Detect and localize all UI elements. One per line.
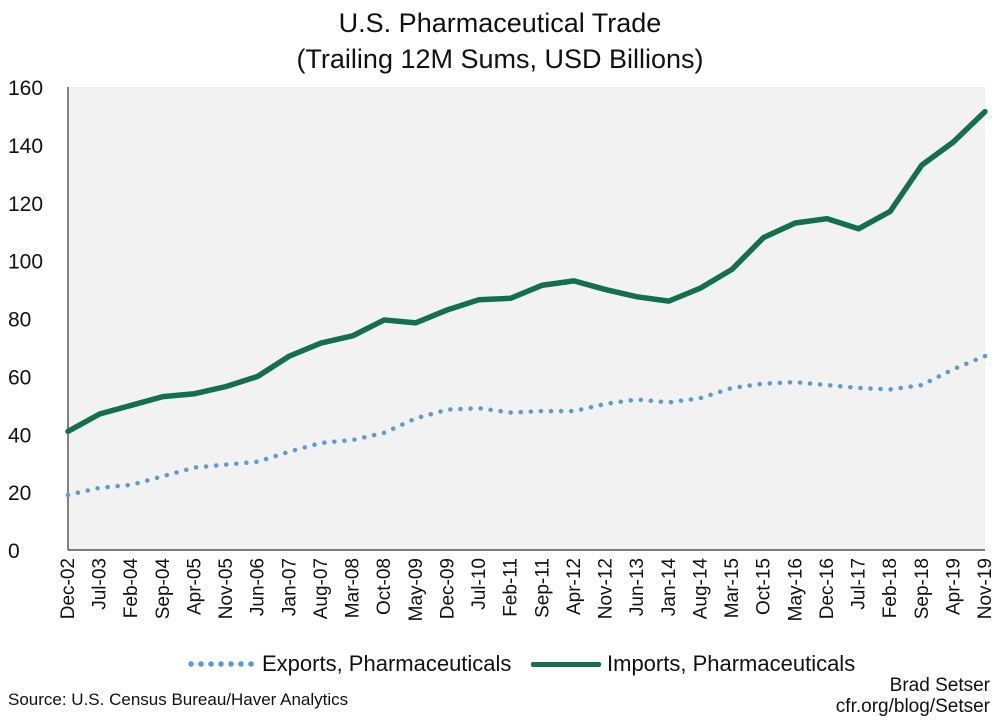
x-tick-label: Apr-05 [184,558,205,615]
y-tick-label: 0 [8,540,20,563]
legend-item-imports: Imports, Pharmaceuticals [531,651,855,677]
x-tick-label: Mar-15 [722,558,743,618]
series-line-imports [65,108,988,435]
x-tick-label: Jan-14 [659,558,680,617]
x-tick-label: Jul-10 [469,558,490,610]
y-tick-label: 40 [8,424,31,447]
x-tick-label: Nov-19 [975,558,996,619]
x-tick-label: Apr-19 [943,558,964,615]
x-tick-label: Feb-11 [501,558,522,617]
x-tick-label: Sep-11 [532,558,553,618]
y-tick-label: 100 [8,251,43,274]
chart-title: U.S. Pharmaceutical Trade [338,8,662,38]
y-tick-label: 140 [8,135,43,158]
plot-area [68,87,985,550]
x-tick-label: Oct-15 [754,558,775,615]
legend: Exports, Pharmaceuticals Imports, Pharma… [0,651,1000,681]
series-line-exports [65,353,988,498]
x-tick-label: Dec-09 [437,558,458,619]
y-tick-label: 80 [8,309,31,332]
x-tick-label: Dec-16 [817,558,838,619]
x-tick-label: Mar-08 [343,558,364,618]
x-tick-label: Aug-14 [690,558,711,620]
x-tick-label: Nov-12 [596,558,617,619]
legend-label-imports: Imports, Pharmaceuticals [607,651,856,676]
x-tick-label: Jul-03 [90,558,111,610]
site-credit: cfr.org/blog/Setser [835,696,990,717]
y-tick-label: 20 [8,482,31,505]
x-tick-label: Jul-17 [849,558,870,610]
legend-swatch-exports [186,661,256,667]
y-tick-label: 160 [8,77,43,100]
x-tick-label: Jan-07 [279,558,300,616]
chart-subtitle: (Trailing 12M Sums, USD Billions) [296,44,704,74]
x-tick-label: Apr-12 [564,558,585,615]
x-tick-label: Jun-13 [627,558,648,616]
x-tick-label: Feb-18 [880,558,901,618]
source-note: Source: U.S. Census Bureau/Haver Analyti… [8,690,349,709]
legend-item-exports: Exports, Pharmaceuticals [186,651,511,677]
x-tick-label: Nov-05 [216,558,237,619]
legend-swatch-imports [531,661,601,667]
x-tick-label: Dec-02 [58,558,79,619]
x-tick-label: Sep-04 [153,558,174,620]
plot-svg: 0 20 40 60 80 100 120 140 160 Dec-02 Jul-03 Feb-04 S… [8,77,996,621]
x-tick-label: Jun-06 [248,558,269,616]
x-tick-label: May-16 [785,558,806,621]
x-tick-label: May-09 [406,558,427,621]
x-tick-label: Oct-08 [374,558,395,615]
y-tick-label: 120 [8,193,43,216]
x-tick-label: Aug-07 [311,558,332,619]
y-tick-label: 60 [8,366,31,389]
x-tick-label: Sep-18 [912,558,933,619]
legend-label-exports: Exports, Pharmaceuticals [262,651,512,676]
x-tick-label: Feb-04 [121,558,142,619]
author-credit: Brad Setser [889,675,990,696]
